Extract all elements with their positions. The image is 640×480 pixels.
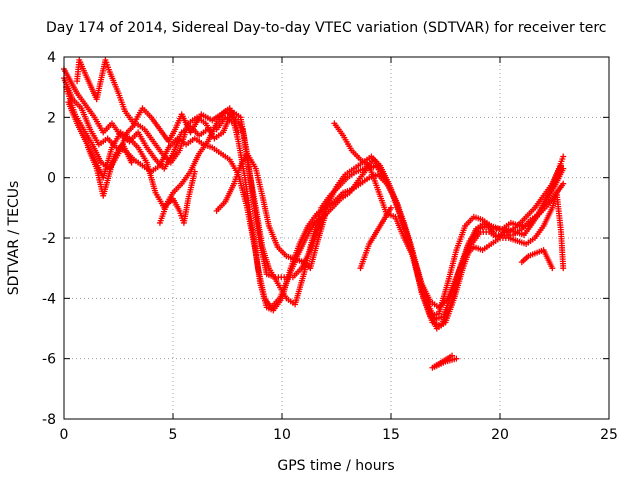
- y-axis-label: SDTVAR / TECUs: [6, 181, 22, 296]
- series-6: [74, 57, 242, 145]
- data-point: [560, 165, 567, 172]
- data-point: [449, 352, 456, 359]
- y-tick-label: -8: [42, 412, 56, 428]
- data-point: [128, 159, 135, 166]
- data-point: [560, 265, 567, 272]
- data-point: [388, 204, 394, 211]
- x-tick-label: 0: [60, 427, 69, 443]
- data-point: [560, 180, 567, 187]
- y-tick-label: -6: [42, 352, 56, 368]
- x-axis-label: GPS time / hours: [277, 458, 394, 474]
- y-tick-label: 0: [47, 171, 56, 187]
- axis-ticks: 0 5 10 15 20 25 -8 -6 -4 -2 0 2 4: [42, 50, 618, 443]
- x-tick-label: 5: [169, 427, 178, 443]
- series-3: [63, 84, 567, 329]
- data-point: [191, 168, 198, 175]
- data-point: [560, 153, 567, 160]
- data-point: [322, 210, 329, 217]
- series-7: [84, 141, 556, 371]
- chart-title: Day 174 of 2014, Sidereal Day-to-day VTE…: [46, 20, 606, 36]
- data-point: [235, 129, 242, 136]
- y-tick-label: 2: [47, 110, 56, 126]
- series-1: [61, 75, 565, 320]
- data-point: [518, 259, 525, 266]
- data-marks: [61, 57, 567, 371]
- y-tick-label: -2: [42, 231, 56, 247]
- y-tick-label: -4: [42, 291, 56, 307]
- x-tick-label: 10: [273, 427, 291, 443]
- x-tick-label: 20: [491, 427, 509, 443]
- y-tick-label: 4: [47, 50, 56, 66]
- series-2: [61, 66, 567, 332]
- x-tick-label: 15: [382, 427, 400, 443]
- x-tick-label: 25: [600, 427, 618, 443]
- series-5: [213, 120, 567, 311]
